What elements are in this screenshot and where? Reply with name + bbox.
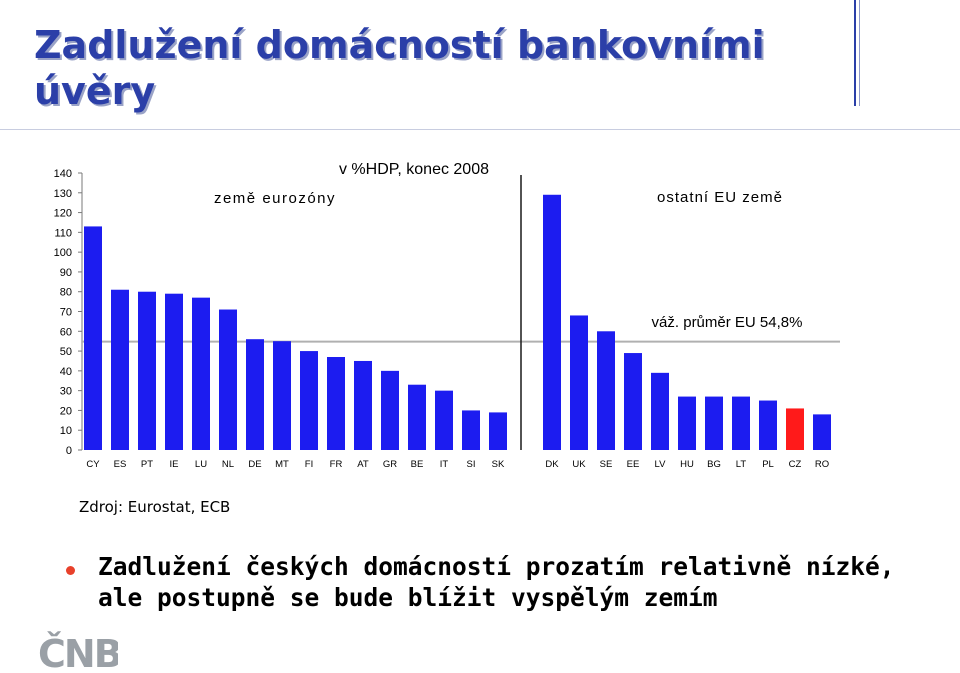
bar-gr [381,370,399,450]
svg-text:ČNB: ČNB [38,632,118,671]
title-divider [0,129,960,130]
bar-ie [165,293,183,450]
bar-lu [192,297,210,450]
y-tick-label: 80 [60,287,72,299]
bar-ro [813,414,831,450]
x-tick-label: CZ [789,459,802,470]
x-tick-label: NL [222,459,234,470]
chart-title: v %HDP, konec 2008 [339,161,489,178]
bar-ee [624,353,642,450]
slide-title: Zadlužení domácností bankovními úvěry [34,23,765,113]
x-tick-label: EE [627,459,640,470]
x-tick-label: HU [680,459,694,470]
y-tick-label: 40 [60,366,72,378]
cnb-logo-icon: ČNB [38,632,118,671]
x-tick-label: BE [411,459,424,470]
bar-lv [651,372,669,450]
accent-bar [854,0,856,106]
accent-bar-thin [859,0,860,106]
bars [84,194,831,450]
bar-dk [543,194,561,450]
bar-de [246,339,264,450]
x-axis-labels: CY ES PT IE LU NL DE MT FI FR AT GR BE IT SI SK DK UK SE EE… [86,459,829,470]
x-tick-label: ES [114,459,127,470]
group-label-eurozone: země eurozóny [214,190,336,207]
y-tick-label: 0 [66,445,72,457]
debt-bar-chart: v %HDP, konec 2008 CY ES PT IE LU NL DE MT FI FR A… [54,161,840,470]
bar-si [462,410,480,450]
y-tick-label: 50 [60,346,72,358]
bar-pl [759,400,777,450]
x-tick-label: FI [305,459,313,470]
x-tick-label: AT [357,459,369,470]
group-label-other-eu: ostatní EU země [657,189,783,206]
bar-fr [327,357,345,450]
y-axis-labels: 0 10 20 30 40 50 60 70 80 90 100 110 120 130 140 [54,168,72,457]
bar-cy [84,226,102,450]
x-tick-label: MT [275,459,289,470]
bar-lt [732,396,750,450]
x-tick-label: UK [572,459,586,470]
reference-line-label: váž. průměr EU 54,8% [652,314,803,331]
y-tick-label: 100 [54,247,72,259]
x-tick-label: IT [440,459,449,470]
x-tick-label: SE [600,459,613,470]
y-tick-label: 20 [60,405,72,417]
x-tick-label: PT [141,459,153,470]
y-tick-label: 10 [60,425,72,437]
bar-nl [219,309,237,450]
bar-hu [678,396,696,450]
y-axis [78,172,83,451]
x-tick-label: LT [736,459,747,470]
bar-uk [570,315,588,450]
source-note: Zdroj: Eurostat, ECB [79,498,231,516]
x-tick-label: BG [707,459,721,470]
y-tick-label: 120 [54,208,72,220]
bar-pt [138,291,156,450]
y-tick-label: 140 [54,168,72,180]
bar-fi [300,351,318,450]
bar-es [111,289,129,450]
bar-it [435,390,453,450]
x-tick-label: SI [467,459,476,470]
x-tick-label: LU [195,459,207,470]
bullet-text: Zadlužení českých domácností prozatím re… [98,552,895,612]
x-tick-label: CY [86,459,100,470]
y-tick-label: 30 [60,386,72,398]
x-tick-label: DK [545,459,559,470]
bullet-icon [66,566,75,575]
bar-se [597,331,615,450]
bar-at [354,360,372,450]
x-tick-label: DE [248,459,261,470]
x-tick-label: SK [492,459,505,470]
x-tick-label: LV [655,459,667,470]
x-tick-label: RO [815,459,829,470]
y-tick-label: 130 [54,188,72,200]
x-tick-label: FR [330,459,343,470]
bar-sk [489,412,507,450]
y-tick-label: 110 [54,227,72,239]
x-tick-label: IE [170,459,179,470]
bar-bg [705,396,723,450]
y-tick-label: 70 [60,307,72,319]
x-tick-label: GR [383,459,397,470]
x-tick-label: PL [762,459,774,470]
bar-mt [273,341,291,450]
y-tick-label: 60 [60,326,72,338]
y-tick-label: 90 [60,267,72,279]
bar-be [408,384,426,450]
bar-cz [786,408,804,450]
